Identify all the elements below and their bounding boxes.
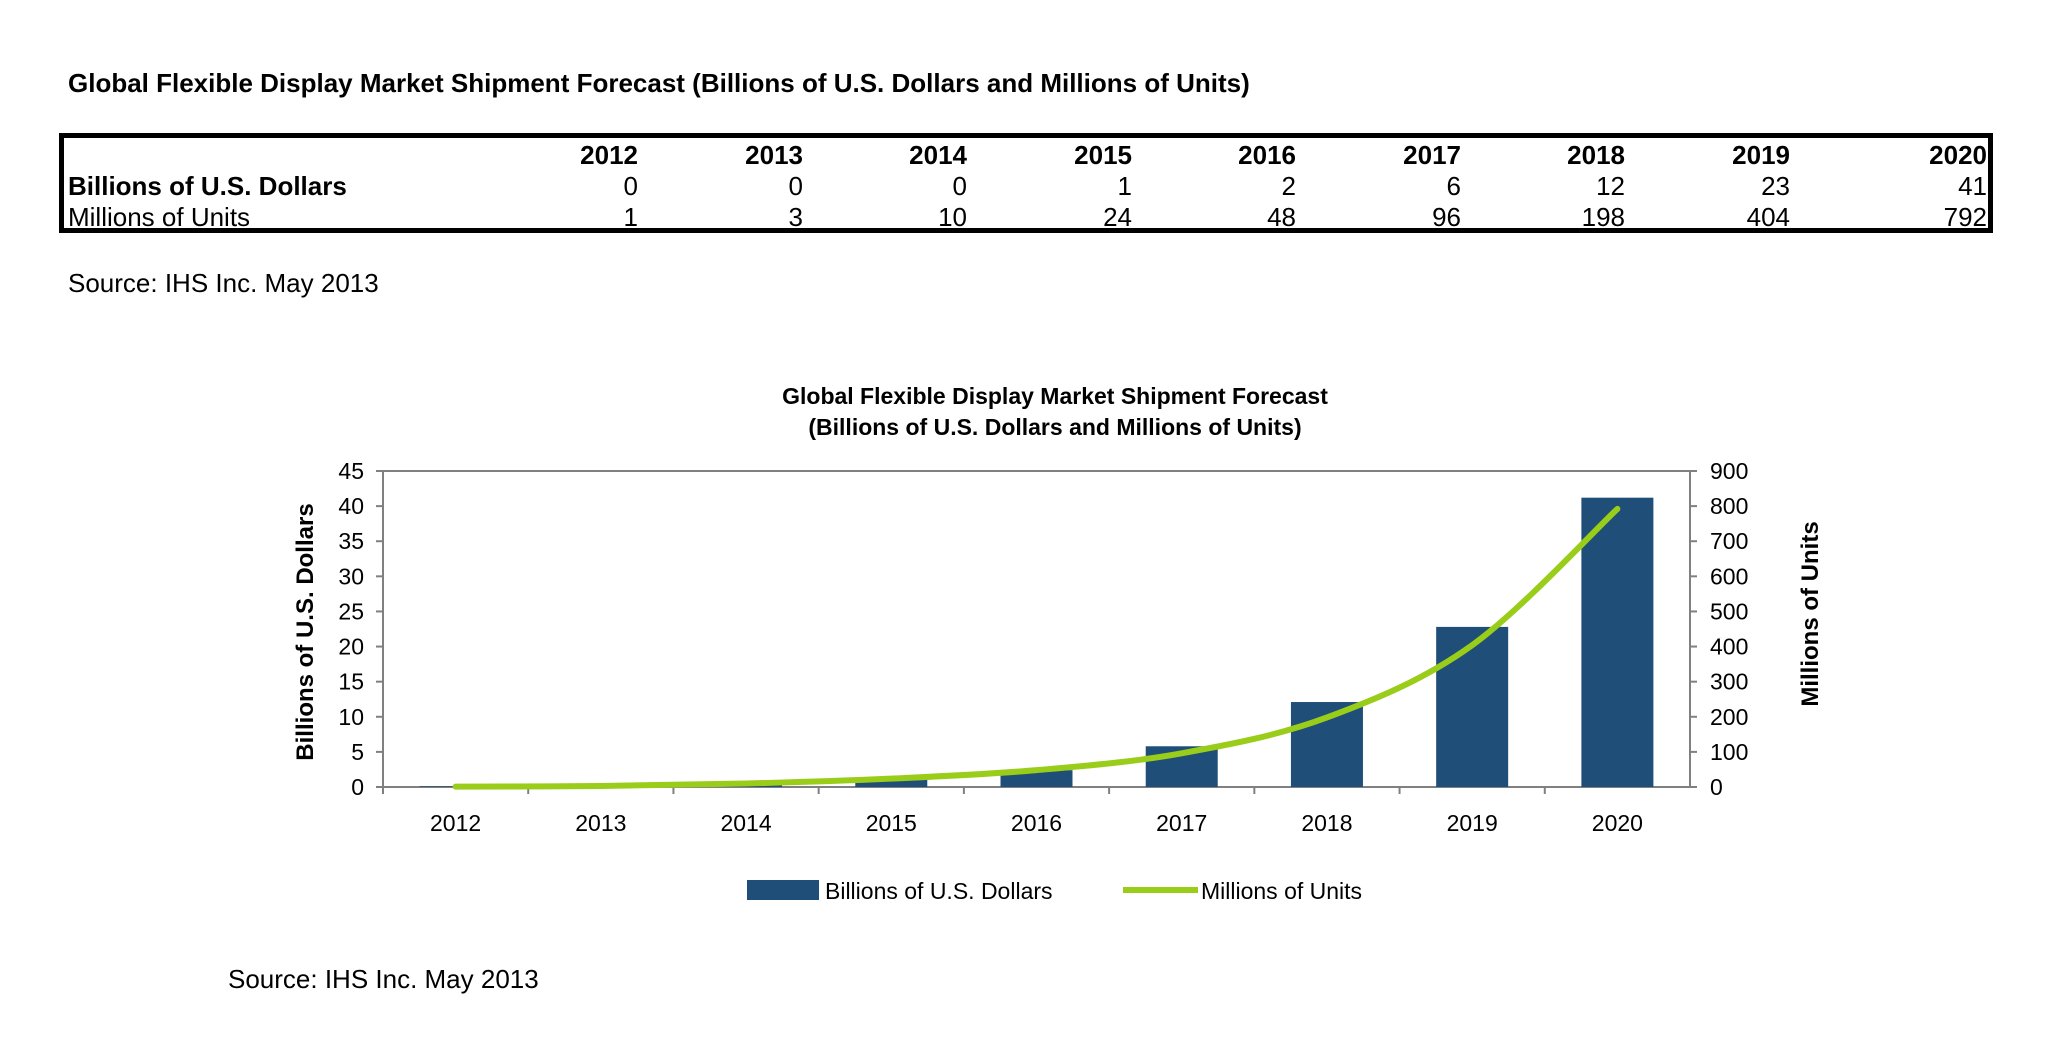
bar-2015 bbox=[855, 778, 928, 787]
table-cell: 2 bbox=[1281, 171, 1296, 201]
table-cell: 3 bbox=[788, 202, 803, 232]
x-tick-label: 2019 bbox=[1447, 810, 1498, 836]
y-tick-label-right: 300 bbox=[1710, 669, 1748, 695]
table-row: Billions of U.S. Dollars 0 0 0 1 2 6 12 … bbox=[68, 171, 1987, 202]
y-tick-label-right: 500 bbox=[1710, 598, 1748, 624]
y-tick-label-left: 25 bbox=[338, 598, 364, 624]
legend-label-units: Millions of Units bbox=[1201, 878, 1362, 904]
table-cell: 48 bbox=[1267, 202, 1296, 232]
table-year-header: 2018 bbox=[1567, 140, 1625, 170]
legend-swatch-dollars bbox=[747, 880, 819, 900]
bar-2020 bbox=[1581, 497, 1654, 787]
y-tick-label-right: 800 bbox=[1710, 493, 1748, 519]
x-tick-label: 2015 bbox=[866, 810, 917, 836]
y-tick-label-right: 400 bbox=[1710, 634, 1748, 660]
source-note-top: Source: IHS Inc. May 2013 bbox=[68, 268, 379, 298]
x-tick-label: 2020 bbox=[1592, 810, 1643, 836]
table-cell: 0 bbox=[952, 171, 967, 201]
y-tick-label-left: 30 bbox=[338, 563, 364, 589]
y-axis-title-right: Millions of Units bbox=[1797, 521, 1824, 706]
x-tick-label: 2017 bbox=[1156, 810, 1207, 836]
table-cell: 41 bbox=[1958, 171, 1987, 201]
table-row: Millions of Units 1 3 10 24 48 96 198 40… bbox=[68, 202, 1987, 233]
table-cell: 10 bbox=[938, 202, 967, 232]
y-tick-label-left: 0 bbox=[351, 774, 364, 800]
y-tick-label-left: 40 bbox=[338, 493, 364, 519]
table-cell: 6 bbox=[1446, 171, 1461, 201]
page-title: Global Flexible Display Market Shipment … bbox=[68, 68, 1250, 98]
table-year-header: 2014 bbox=[909, 140, 967, 170]
x-tick-label: 2013 bbox=[575, 810, 626, 836]
table-cell: 12 bbox=[1596, 171, 1625, 201]
y-tick-label-left: 5 bbox=[351, 739, 364, 765]
table-cell: 792 bbox=[1943, 202, 1987, 232]
y-tick-label-left: 20 bbox=[338, 634, 364, 660]
y-tick-label-right: 600 bbox=[1710, 563, 1748, 589]
table-year-header: 2017 bbox=[1403, 140, 1461, 170]
table-year-header: 2012 bbox=[580, 140, 638, 170]
chart-layer: Global Flexible Display Market Shipment … bbox=[292, 383, 1824, 904]
bar-2019 bbox=[1436, 626, 1509, 787]
x-tick-label: 2018 bbox=[1301, 810, 1352, 836]
table-cell: 0 bbox=[623, 171, 638, 201]
x-tick-label: 2014 bbox=[720, 810, 771, 836]
data-table-box: 2012 2013 2014 2015 2016 2017 2018 2019 … bbox=[59, 133, 1993, 233]
table-year-header: 2019 bbox=[1732, 140, 1790, 170]
source-note-bottom: Source: IHS Inc. May 2013 bbox=[228, 964, 539, 994]
y-tick-label-left: 10 bbox=[338, 704, 364, 730]
y-tick-label-right: 100 bbox=[1710, 739, 1748, 765]
table-cell: 96 bbox=[1432, 202, 1461, 232]
table-row-label: Millions of Units bbox=[68, 202, 251, 232]
table-cell: 404 bbox=[1746, 202, 1790, 232]
y-tick-label-right: 900 bbox=[1710, 458, 1748, 484]
table-year-header: 2020 bbox=[1929, 140, 1987, 170]
chart-title-line-1: Global Flexible Display Market Shipment … bbox=[782, 383, 1328, 409]
chart-title-line-2: (Billions of U.S. Dollars and Millions o… bbox=[808, 414, 1301, 440]
legend-label-dollars: Billions of U.S. Dollars bbox=[825, 878, 1053, 904]
y-tick-label-left: 35 bbox=[338, 528, 364, 554]
x-tick-label: 2012 bbox=[430, 810, 481, 836]
table-cell: 198 bbox=[1581, 202, 1625, 232]
y-tick-label-right: 700 bbox=[1710, 528, 1748, 554]
data-table: 2012 2013 2014 2015 2016 2017 2018 2019 … bbox=[68, 140, 1987, 233]
table-row-label: Billions of U.S. Dollars bbox=[68, 171, 347, 201]
table-year-header: 2013 bbox=[745, 140, 803, 170]
y-tick-label-right: 200 bbox=[1710, 704, 1748, 730]
y-tick-label-left: 45 bbox=[338, 458, 364, 484]
y-axis-title-left: Billions of U.S. Dollars bbox=[292, 503, 319, 760]
table-year-header: 2015 bbox=[1074, 140, 1132, 170]
y-tick-label-right: 0 bbox=[1710, 774, 1723, 800]
y-tick-label-left: 15 bbox=[338, 669, 364, 695]
table-cell: 0 bbox=[788, 171, 803, 201]
table-cell: 1 bbox=[1117, 171, 1132, 201]
table-year-header: 2016 bbox=[1238, 140, 1296, 170]
table-cell: 24 bbox=[1103, 202, 1132, 232]
x-tick-label: 2016 bbox=[1011, 810, 1062, 836]
table-header-row: 2012 2013 2014 2015 2016 2017 2018 2019 … bbox=[68, 140, 1987, 171]
table-cell: 23 bbox=[1761, 171, 1790, 201]
line-series-units bbox=[452, 505, 1621, 790]
table-cell: 1 bbox=[623, 202, 638, 232]
